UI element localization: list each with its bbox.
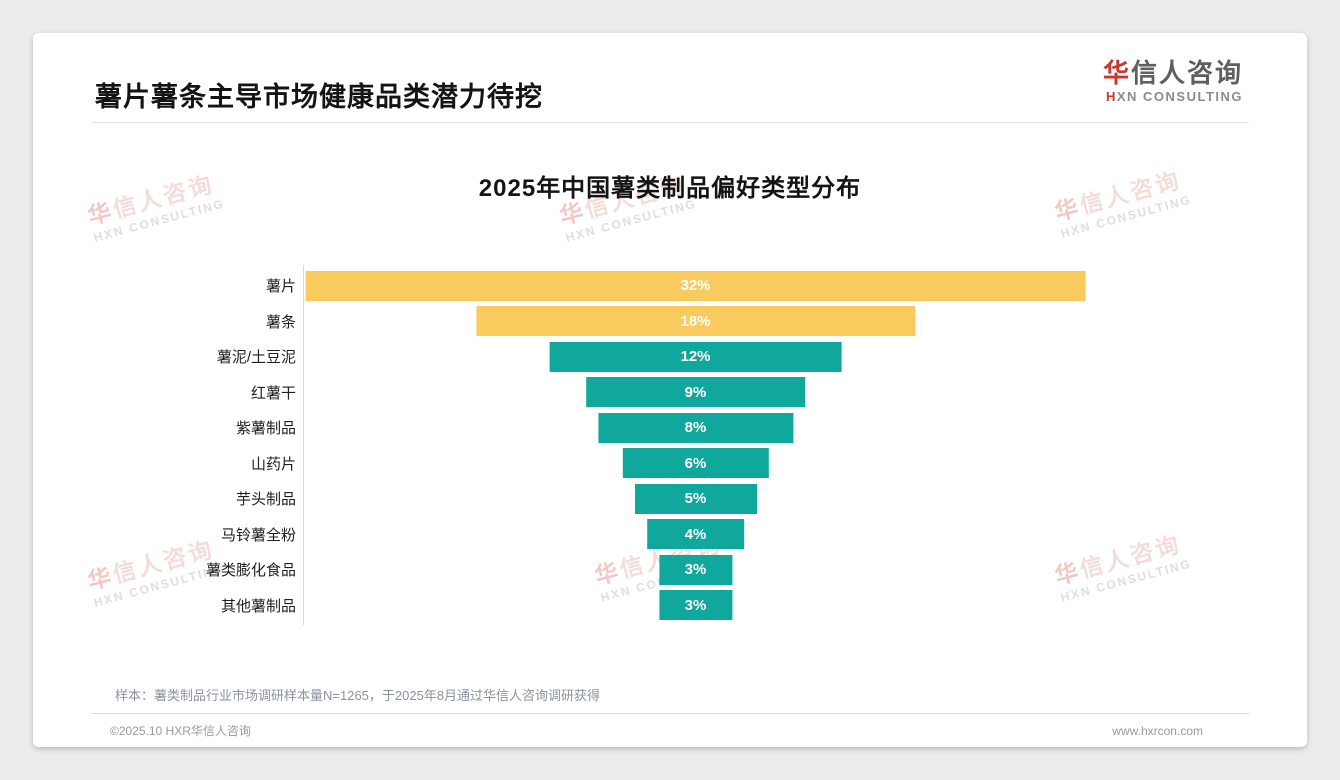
category-label: 薯类膨化食品 <box>205 562 296 580</box>
bar-薯类膨化食品: 3% <box>658 554 733 585</box>
page-title: 薯片薯条主导市场健康品类潜力待挖 <box>95 82 543 112</box>
website-link[interactable]: www.hxrcon.com <box>1112 723 1203 738</box>
value-label: 18% <box>680 312 711 330</box>
bar-山药片: 6% <box>622 448 769 479</box>
copyright-text: ©2025.10 HXR华信人咨询 <box>110 724 251 738</box>
header-divider <box>91 122 1249 123</box>
category-label: 山药片 <box>250 455 296 473</box>
chart-title: 2025年中国薯类制品偏好类型分布 <box>478 175 862 202</box>
y-axis-line <box>303 265 304 625</box>
funnel-bar-chart: 薯片 32% 薯条 18% 薯泥/土豆泥 12% 红薯干 9% 紫薯制品 8% 山药片 6% 芋头制品 5… <box>33 265 1095 625</box>
sample-note: 样本：薯类制品行业市场调研样本量N=1265，于2025年8月通过华信人咨询调研… <box>115 688 601 703</box>
plot-area: 8% <box>296 412 1095 443</box>
value-label: 4% <box>684 525 707 543</box>
bar-薯条: 18% <box>475 306 916 337</box>
chart-row: 马铃薯全粉 4% <box>33 517 1095 553</box>
plot-area: 6% <box>296 448 1095 479</box>
bar-芋头制品: 5% <box>634 483 757 514</box>
category-label: 薯条 <box>265 313 296 331</box>
category-label: 红薯干 <box>250 384 296 402</box>
value-label: 3% <box>684 561 707 579</box>
value-label: 6% <box>684 454 707 472</box>
chart-rows: 薯片 32% 薯条 18% 薯泥/土豆泥 12% 红薯干 9% 紫薯制品 8% 山药片 6% 芋头制品 5… <box>33 265 1095 625</box>
logo-cn-text: 华信人咨询 <box>1102 58 1243 88</box>
watermark-en: HXN CONSULTING <box>92 196 227 245</box>
bar-紫薯制品: 8% <box>597 412 794 443</box>
value-label: 12% <box>680 348 711 366</box>
chart-row: 芋头制品 5% <box>33 481 1095 517</box>
plot-area: 9% <box>296 377 1095 408</box>
bar-红薯干: 9% <box>585 377 806 408</box>
value-label: 3% <box>684 596 707 614</box>
chart-row: 紫薯制品 8% <box>33 410 1095 446</box>
plot-area: 12% <box>296 341 1095 372</box>
category-label: 薯泥/土豆泥 <box>216 349 296 367</box>
chart-row: 其他薯制品 3% <box>33 588 1095 624</box>
chart-row: 红薯干 9% <box>33 375 1095 411</box>
company-logo: 华信人咨询 HXN CONSULTING <box>1102 58 1243 105</box>
chart-row: 薯条 18% <box>33 304 1095 340</box>
chart-row: 薯片 32% <box>33 268 1095 304</box>
plot-area: 3% <box>296 554 1095 585</box>
bar-薯泥/土豆泥: 12% <box>549 341 842 372</box>
category-label: 其他薯制品 <box>220 597 296 615</box>
footer: ©2025.10 HXR华信人咨询 www.hxrcon.com <box>110 722 1203 739</box>
chart-row: 薯类膨化食品 3% <box>33 552 1095 588</box>
plot-area: 4% <box>296 519 1095 550</box>
value-label: 8% <box>684 419 707 437</box>
plot-area: 3% <box>296 590 1095 621</box>
plot-area: 18% <box>296 306 1095 337</box>
category-label: 薯片 <box>265 278 296 296</box>
category-label: 马铃薯全粉 <box>220 526 296 544</box>
bar-薯片: 32% <box>305 270 1086 301</box>
plot-area: 5% <box>296 483 1095 514</box>
chart-row: 薯泥/土豆泥 12% <box>33 339 1095 375</box>
logo-en-text: HXN CONSULTING <box>1105 88 1243 104</box>
category-label: 紫薯制品 <box>235 420 296 438</box>
footer-divider <box>91 713 1249 714</box>
bar-马铃薯全粉: 4% <box>646 519 745 550</box>
bar-其他薯制品: 3% <box>658 590 733 621</box>
category-label: 芋头制品 <box>235 491 296 509</box>
plot-area: 32% <box>296 270 1095 301</box>
value-label: 32% <box>680 277 711 295</box>
value-label: 9% <box>684 383 707 401</box>
report-card: 华信人咨询 HXN CONSULTING 华信人咨询 HXN CONSULTIN… <box>33 33 1307 747</box>
chart-row: 山药片 6% <box>33 446 1095 482</box>
value-label: 5% <box>684 490 707 508</box>
